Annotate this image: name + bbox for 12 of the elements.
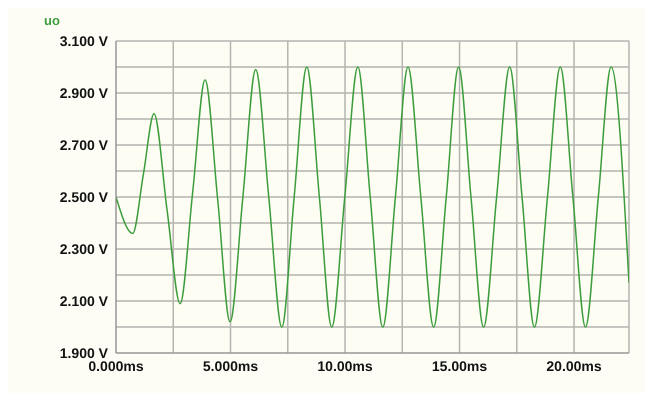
y-tick-label: 3.100 V	[60, 32, 109, 49]
x-tick-label: 15.00ms	[432, 358, 488, 374]
x-tick-label: 10.00ms	[317, 358, 373, 374]
y-tick-label: 2.500 V	[60, 188, 109, 205]
x-tick-label: 20.00ms	[546, 358, 602, 374]
text: uo	[44, 13, 60, 28]
y-tick-label: 2.900 V	[60, 84, 109, 101]
y-tick-label: 2.700 V	[60, 136, 109, 153]
x-tick-label: 5.000ms	[202, 358, 258, 374]
y-tick-label: 2.100 V	[60, 292, 109, 309]
line-series	[116, 66, 629, 328]
y-tick-label: 2.300 V	[60, 240, 109, 257]
